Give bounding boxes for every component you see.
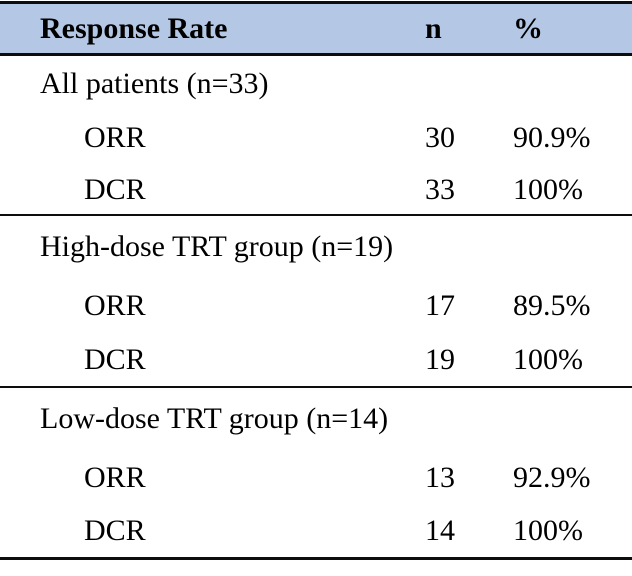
section-label-row: All patients (n=33) <box>0 56 632 111</box>
row-n-value: 14 <box>425 514 455 547</box>
row-percent-value: 90.9% <box>513 121 591 154</box>
column-header-percent: % <box>513 11 543 45</box>
table-row-orr: ORR 17 89.5% <box>0 278 632 333</box>
response-rate-table: Response Rate n % All patients (n=33) OR… <box>0 1 632 560</box>
column-header-response-rate: Response Rate <box>40 11 228 45</box>
section-label: Low-dose TRT group (n=14) <box>40 402 389 435</box>
section-low-dose-trt: Low-dose TRT group (n=14) ORR 13 92.9% D… <box>0 388 632 557</box>
row-percent-value: 89.5% <box>513 288 591 322</box>
row-name: ORR <box>84 460 146 494</box>
column-header-n: n <box>425 11 442 45</box>
row-n-value: 19 <box>425 342 455 376</box>
table-row-dcr: DCR 33 100% <box>0 165 632 214</box>
row-n-value: 17 <box>425 288 455 322</box>
row-name: DCR <box>84 342 146 376</box>
row-percent-value: 100% <box>513 342 583 376</box>
row-n-value: 33 <box>425 172 455 206</box>
row-percent-value: 100% <box>513 514 583 547</box>
row-n-value: 30 <box>425 121 455 154</box>
section-label: All patients (n=33) <box>40 66 269 100</box>
section-label-row: High-dose TRT group (n=19) <box>0 216 632 278</box>
row-name: ORR <box>84 121 146 154</box>
row-name: ORR <box>84 288 146 322</box>
section-label: High-dose TRT group (n=19) <box>40 230 394 263</box>
row-n-value: 13 <box>425 460 455 494</box>
section-all-patients: All patients (n=33) ORR 30 90.9% DCR 33 … <box>0 56 632 216</box>
row-percent-value: 92.9% <box>513 460 591 494</box>
table-row-dcr: DCR 19 100% <box>0 333 632 386</box>
table-header-row: Response Rate n % <box>0 4 632 56</box>
row-name: DCR <box>84 172 146 206</box>
row-percent-value: 100% <box>513 172 583 206</box>
section-high-dose-trt: High-dose TRT group (n=19) ORR 17 89.5% … <box>0 216 632 388</box>
section-label-row: Low-dose TRT group (n=14) <box>0 388 632 450</box>
table-row-orr: ORR 30 90.9% <box>0 111 632 165</box>
row-name: DCR <box>84 514 146 547</box>
table-row-dcr: DCR 14 100% <box>0 505 632 557</box>
table-row-orr: ORR 13 92.9% <box>0 450 632 505</box>
